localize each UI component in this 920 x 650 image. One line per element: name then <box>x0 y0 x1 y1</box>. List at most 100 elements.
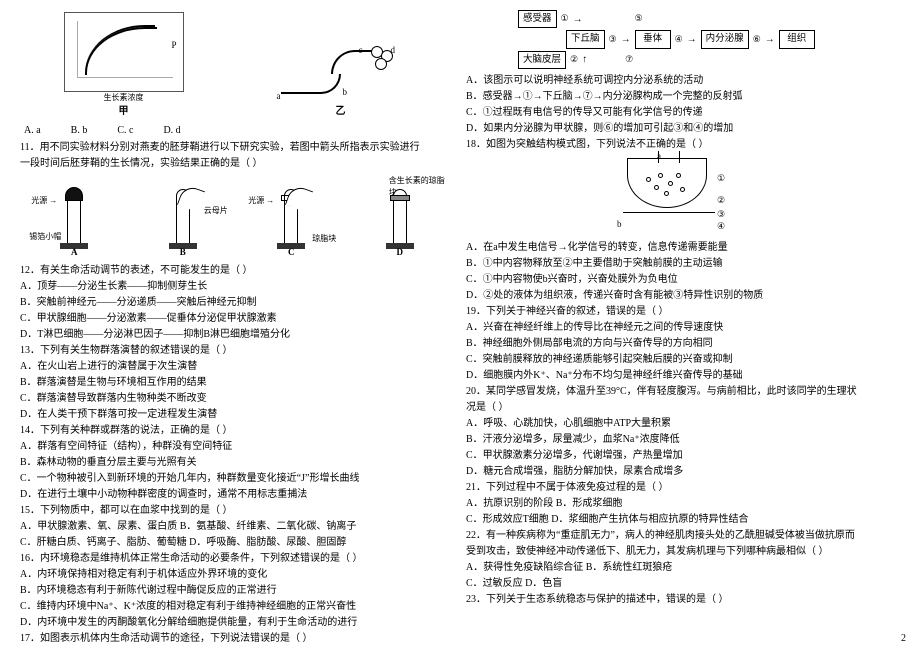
box-tissue: 组织 <box>779 30 815 48</box>
mica-label: 云母片 <box>204 205 228 217</box>
q18: 18．如图为突触结构模式图，下列说法不正确的是（ ） <box>466 137 900 152</box>
q15b: C．肝糖白质、钙离子、脂肪、葡萄糖 D．呼吸酶、脂肪酸、尿酸、胆固醇 <box>20 535 454 550</box>
q12a: A．顶芽——分泌生长素——抑制侧芽生长 <box>20 279 454 294</box>
q21: 21．下列过程中不属于体液免疫过程的是（ ） <box>466 480 900 495</box>
q20d: B．汗液分泌增多，尿量减少，血浆Na⁺浓度降低 <box>466 432 900 447</box>
growth-graph: P <box>64 12 184 92</box>
q19b: B．神经细胞外侧局部电流的方向与兴奋传导的方向相同 <box>466 336 900 351</box>
q17a: A．该图示可以说明神经系统可调控内分泌系统的活动 <box>466 73 900 88</box>
q13b: B．群落演替是生物与环境相互作用的结果 <box>20 375 454 390</box>
q20e: C．甲状腺激素分泌增多，代谢增强，产热量增加 <box>466 448 900 463</box>
page-number: 2 <box>901 631 906 646</box>
q20f: D．糖元合成增强，脂肪分解加快，尿素合成增多 <box>466 464 900 479</box>
seed-lbl-b: b <box>343 86 348 100</box>
q17d: D．如果内分泌腺为甲状腺，则⑥的增加可引起③和④的增加 <box>466 121 900 136</box>
fig-row-top: P 生长素浓度 甲 a b c d 乙 <box>20 12 454 119</box>
q19c: C．突触前膜释放的神经递质能够引起突触后膜的兴奋或抑制 <box>466 352 900 367</box>
q23: 23．下列关于生态系统稳态与保护的描述中，错误的是（ ） <box>466 592 900 607</box>
num6: ⑥ <box>753 33 761 47</box>
q15a: A．甲状腺激素、氧、尿素、蛋白质 B．氨基酸、纤维素、二氧化碳、钠离子 <box>20 519 454 534</box>
sprout-label-a: A <box>29 246 119 260</box>
q19: 19．下列关于神经兴奋的叙述，错误的是（ ） <box>466 304 900 319</box>
sprout-label-b: B <box>138 246 228 260</box>
q12c: C．甲状腺细胞——分泌激素——促垂体分泌促甲状腺激素 <box>20 311 454 326</box>
q13c: C．群落演替导致群落内生物种类不断改变 <box>20 391 454 406</box>
seed-lbl-c: c <box>359 44 363 58</box>
fig-seed-wrap: a b c d 乙 <box>271 44 411 119</box>
opt-a: A. a <box>24 123 41 138</box>
q22b: 受到攻击，致使神经冲动传递低下、肌无力，其发病机理与下列哪种病最相似（ ） <box>466 544 900 559</box>
fig-graph-wrap: P 生长素浓度 甲 <box>64 12 184 119</box>
sprout-label-c: C <box>246 246 336 260</box>
presynaptic <box>627 158 707 208</box>
q18c: C．①中内容物使b兴奋时，兴奋处膜外为负电位 <box>466 272 900 287</box>
sprout-experiments: 光源 锡箔小帽 A 云母片 B 光源 琼脂块 C 含生长素的琼脂块 D <box>20 175 454 259</box>
num1: ① <box>561 12 569 26</box>
q20c: A．呼吸、心跳加快，心肌细胞中ATP大量积累 <box>466 416 900 431</box>
syn-lbl-1: ① <box>717 172 725 186</box>
q18b: B．①中内容物释放至②中主要借助于突触前膜的主动运输 <box>466 256 900 271</box>
box-receptor: 感受器 <box>518 10 557 28</box>
q14d: D．在进行土壤中小动物种群密度的调查时，通常不用标志重捕法 <box>20 487 454 502</box>
q22c: A．获得性免疫缺陷综合征 B．系统性红斑狼疮 <box>466 560 900 575</box>
graph-caption-left: 甲 <box>64 104 184 119</box>
arrow-icon: → <box>573 12 583 27</box>
endocrine-diagram: 感受器 ① → ⑤ 下丘脑 ③→ 垂体 ④→ 内分泌腺 ⑥→ 组织 大脑皮层 ②… <box>518 10 848 69</box>
q19a: A．兴奋在神经纤维上的传导比在神经元之间的传导速度快 <box>466 320 900 335</box>
postsynaptic <box>623 212 715 226</box>
seed-lbl-a: a <box>277 90 281 104</box>
q20b: 况是（ ） <box>466 400 900 415</box>
q13d: D．在人类干预下群落可按一定进程发生演替 <box>20 407 454 422</box>
syn-lbl-2: ② <box>717 194 725 208</box>
sprout-A: 光源 锡箔小帽 A <box>29 175 119 259</box>
q18a: A．在a中发生电信号→化学信号的转变，信息传递需要能量 <box>466 240 900 255</box>
q20a: 20．某同学感冒发烧，体温升至39°C，伴有轻度腹泻。与病前相比，此时该同学的生… <box>466 384 900 399</box>
opt-d: D. d <box>163 123 180 138</box>
sprout-label-d: D <box>355 246 445 260</box>
num2: ② <box>570 53 578 67</box>
agar-label: 琼脂块 <box>312 233 336 245</box>
q11-line1: 11．用不同实验材料分别对燕麦的胚芽鞘进行以下研究实验，若图中箭头所指表示实验进… <box>20 140 454 155</box>
q17c: C．①过程既有电信号的传导又可能有化学信号的传递 <box>466 105 900 120</box>
syn-lbl-4: ④ <box>717 220 725 234</box>
num7: ⑦ <box>625 53 633 67</box>
sprout-D: 含生长素的琼脂块 D <box>355 175 445 259</box>
q22d: C．过敏反应 D．色盲 <box>466 576 900 591</box>
cap-label: 锡箔小帽 <box>29 231 61 243</box>
box-pituit: 垂体 <box>635 30 671 48</box>
q12: 12．有关生命活动调节的表述，不可能发生的是（ ） <box>20 263 454 278</box>
q14: 14．下列有关种群或群落的说法，正确的是（ ） <box>20 423 454 438</box>
option-row: A. a B. b C. c D. d <box>24 123 454 138</box>
q21b: C．形成效应T细胞 D．浆细胞产生抗体与相应抗原的特异性结合 <box>466 512 900 527</box>
graph-x-label: 生长素浓度 <box>64 92 184 104</box>
q18d: D．②处的液体为组织液，传递兴奋时含有能被③特异性识别的物质 <box>466 288 900 303</box>
q13: 13．下列有关生物群落演替的叙述错误的是（ ） <box>20 343 454 358</box>
q11-line2: 一段时间后胚芽鞘的生长情况，实验结果正确的是（ ） <box>20 156 454 171</box>
box-hypoth: 下丘脑 <box>566 30 605 48</box>
box-cortex: 大脑皮层 <box>518 51 566 69</box>
q16b: B．内环境稳态有利于新陈代谢过程中酶促反应的正常进行 <box>20 583 454 598</box>
light-label-c: 光源 <box>248 195 264 207</box>
synapse-figure: ① ② ③ ④ a b <box>613 154 753 238</box>
q15: 15．下列物质中，都可以在血浆中找到的是（ ） <box>20 503 454 518</box>
q12b: B．突触前神经元——分泌递质——突触后神经元抑制 <box>20 295 454 310</box>
q16d: D．内环境中发生的丙酮酸氧化分解给细胞提供能量，有利于生命活动的进行 <box>20 615 454 630</box>
q14a: A．群落有空间特征（结构），种群没有空间特征 <box>20 439 454 454</box>
q14c: C．一个物种被引入到新环境的开始几年内，种群数量变化接近“J”形增长曲线 <box>20 471 454 486</box>
num5: ⑤ <box>635 12 643 26</box>
q13a: A．在火山岩上进行的演替属于次生演替 <box>20 359 454 374</box>
seed-lbl-d: d <box>391 44 396 58</box>
q19d: D．细胞膜内外K⁺、Na⁺分布不均匀是神经纤维兴奋传导的基础 <box>466 368 900 383</box>
q16c: C．维持内环境中Na⁺、K⁺浓度的相对稳定有利于维持神经细胞的正常兴奋性 <box>20 599 454 614</box>
q16: 16．内环境稳态是维持机体正常生命活动的必要条件，下列叙述错误的是（ ） <box>20 551 454 566</box>
light-label-a: 光源 <box>31 195 47 207</box>
box-endocr: 内分泌腺 <box>701 30 749 48</box>
left-column: P 生长素浓度 甲 a b c d 乙 A. a B. b C. c D. d <box>14 8 460 642</box>
q22a: 22．有一种疾病称为“重症肌无力”，病人的神经肌肉接头处的乙酰胆碱受体被当做抗原… <box>466 528 900 543</box>
graph-caption-right: 乙 <box>271 104 411 119</box>
opt-b: B. b <box>71 123 88 138</box>
q17b: B．感受器→①→下丘脑→⑦→内分泌腺构成一个完整的反射弧 <box>466 89 900 104</box>
q21a: A．抗原识别的阶段 B．形成浆细胞 <box>466 496 900 511</box>
seedling-figure: a b c d <box>271 44 411 104</box>
q16a: A．内环境保持相对稳定有利于机体适应外界环境的变化 <box>20 567 454 582</box>
